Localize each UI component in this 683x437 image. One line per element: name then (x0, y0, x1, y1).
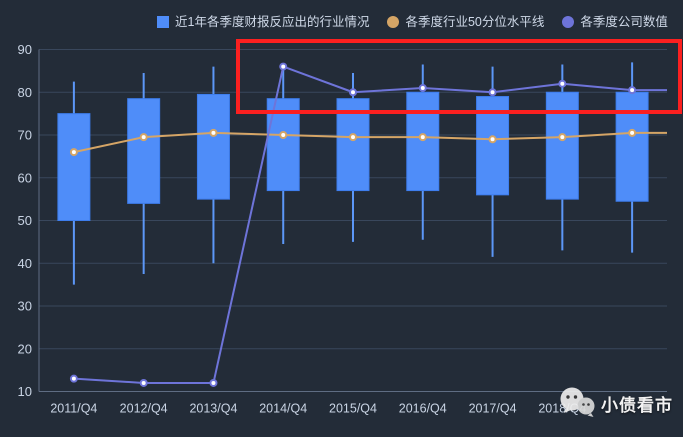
line-path (73, 65, 667, 384)
y-axis-label-50: 50 (18, 213, 32, 228)
y-axis-label-10: 10 (18, 384, 32, 399)
data-point-2017/Q4[interactable] (488, 135, 497, 144)
wechat-icon (560, 387, 595, 417)
data-point-2015/Q4[interactable] (349, 133, 357, 142)
boxplot-item-2015/Q4[interactable] (336, 73, 370, 242)
data-point-2011/Q4[interactable] (69, 374, 78, 383)
y-axis-label-70: 70 (18, 128, 32, 143)
chart-legend: 近1年各季度财报反应出的行业情况 各季度行业50分位水平线 各季度公司数值 (157, 15, 668, 29)
box-body[interactable] (615, 91, 649, 202)
data-point-2011/Q4[interactable] (69, 148, 78, 157)
y-axis-label-20: 20 (18, 341, 32, 356)
legend-item-industry-range[interactable]: 近1年各季度财报反应出的行业情况 (157, 15, 369, 29)
data-point-hidden[interactable] (628, 86, 637, 95)
boxplot-item-2013/Q4[interactable] (196, 66, 230, 264)
y-axis-label-40: 40 (18, 256, 32, 271)
data-point-2014/Q4[interactable] (279, 62, 288, 71)
legend-label-median-line: 各季度行业50分位水平线 (405, 15, 545, 29)
data-point-2018/Q4[interactable] (558, 133, 567, 142)
data-point-2012/Q4[interactable] (139, 133, 148, 142)
box-body[interactable] (127, 98, 161, 204)
legend-swatch-company-count (562, 16, 575, 28)
box-body[interactable] (545, 91, 579, 200)
box-body[interactable] (196, 93, 230, 200)
highlight-rectangle (236, 39, 682, 114)
x-axis-label-2011/Q4: 2011/Q4 (50, 402, 97, 416)
box-body[interactable] (57, 113, 91, 221)
data-point-2013/Q4[interactable] (209, 378, 218, 387)
data-point-2012/Q4[interactable] (139, 378, 148, 387)
x-axis-label-2017/Q4: 2017/Q4 (469, 402, 517, 416)
data-point-2016/Q4[interactable] (418, 83, 427, 92)
boxplot-item-2018/Q4[interactable] (545, 64, 579, 251)
data-point-2017/Q4[interactable] (488, 88, 497, 97)
box-body[interactable] (406, 91, 440, 192)
legend-swatch-box-series (157, 16, 169, 28)
x-axis-label-2016/Q4: 2016/Q4 (399, 402, 447, 416)
watermark-text: 小债看市 (601, 395, 673, 415)
series-line-各季度公司数值[interactable] (69, 62, 667, 387)
boxplot-item-2014/Q4[interactable] (266, 66, 300, 245)
boxplot-item-2012/Q4[interactable] (127, 73, 161, 274)
y-axis-label-30: 30 (18, 299, 32, 314)
watermark: 小债看市 (558, 386, 673, 420)
line-path (73, 131, 667, 154)
y-axis-label-90: 90 (18, 42, 32, 57)
data-point-2018/Q4[interactable] (558, 79, 567, 88)
legend-label-industry-range: 近1年各季度财报反应出的行业情况 (175, 15, 370, 29)
legend-swatch-median-line (387, 16, 400, 28)
legend-item-company-count[interactable]: 各季度公司数值 (562, 15, 668, 29)
data-point-2015/Q4[interactable] (349, 88, 357, 97)
legend-item-median-line[interactable]: 各季度行业50分位水平线 (387, 15, 544, 29)
series-line-各季度行业50分位水平线[interactable] (69, 128, 667, 157)
boxplot-item-2016/Q4[interactable] (406, 64, 440, 240)
legend-label-company-count: 各季度公司数值 (580, 15, 668, 29)
boxplot-item-2011/Q4[interactable] (57, 81, 91, 285)
y-axis-label-80: 80 (18, 85, 32, 100)
data-point-2014/Q4[interactable] (279, 131, 288, 139)
data-point-2016/Q4[interactable] (418, 133, 427, 142)
x-axis-label-2013/Q4: 2013/Q4 (189, 402, 237, 416)
x-axis-label-2012/Q4: 2012/Q4 (120, 402, 168, 416)
y-axis-label-60: 60 (18, 170, 32, 185)
x-axis-label-2014/Q4: 2014/Q4 (259, 402, 307, 416)
x-axis-label-2015/Q4: 2015/Q4 (329, 402, 377, 416)
data-point-2013/Q4[interactable] (209, 128, 218, 137)
data-point-hidden[interactable] (628, 128, 637, 137)
